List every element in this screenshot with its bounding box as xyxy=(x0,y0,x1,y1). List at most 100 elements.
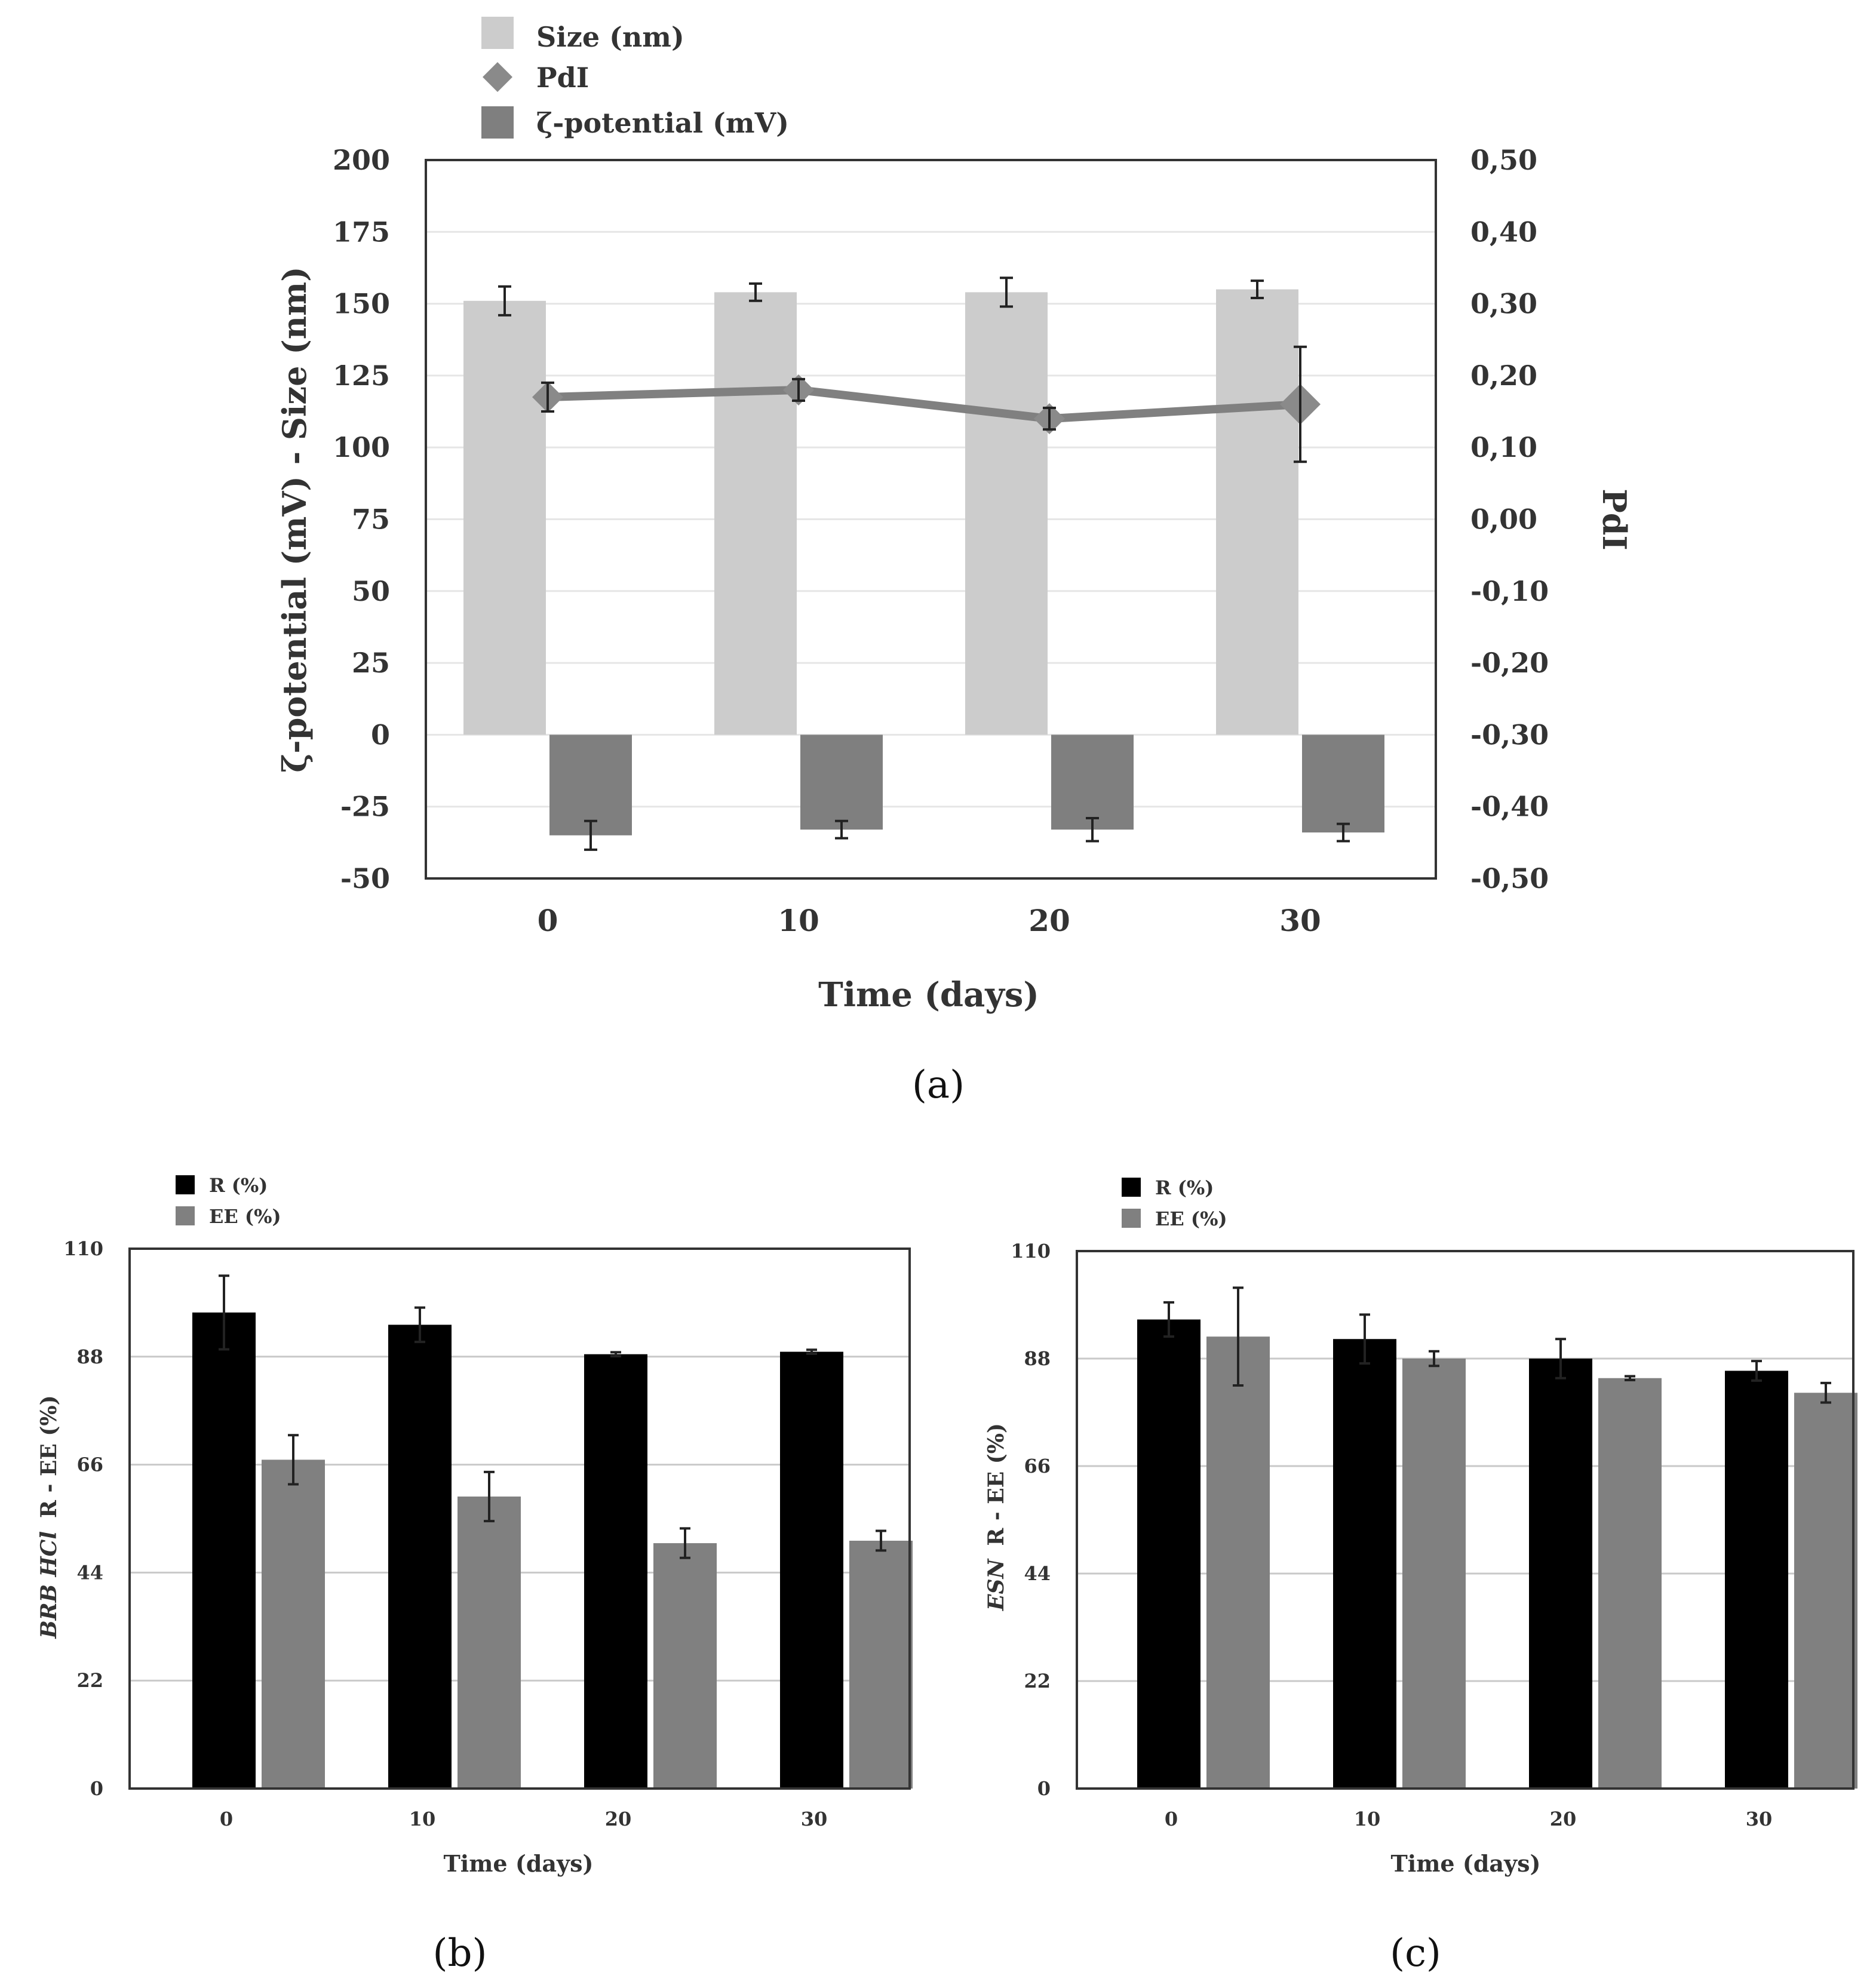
x-tick-c: 30 xyxy=(1746,1808,1773,1830)
legend-a-zeta-label: ζ-potential (mV) xyxy=(536,107,789,139)
plot-frame-b xyxy=(128,1248,911,1790)
size-bar xyxy=(463,300,546,735)
y-tick-left-a: 25 xyxy=(352,647,390,679)
r-bar-b xyxy=(388,1325,452,1789)
error-bars-c xyxy=(1163,1286,1831,1404)
legend-a-size-swatch xyxy=(481,17,514,49)
y-tick-left-a: 200 xyxy=(333,144,390,176)
x-tick-a: 10 xyxy=(778,903,819,938)
x-axis-title-a: Time (days) xyxy=(818,975,1039,1015)
r-error-bar-b xyxy=(806,1348,817,1355)
x-tick-b: 10 xyxy=(409,1808,436,1830)
legend-b-r-swatch xyxy=(176,1175,195,1194)
r-bar-b xyxy=(780,1351,843,1789)
y-axis-title-c: ESN R - EE (%) xyxy=(984,1423,1009,1611)
ee-error-bar-c xyxy=(1429,1350,1439,1368)
zeta-bars-a xyxy=(549,735,1384,835)
r-bar-b xyxy=(584,1354,647,1789)
y-tick-left-a: 50 xyxy=(352,575,390,607)
pdi-line xyxy=(547,385,1301,423)
y-axis-b: 110 88 66 44 22 0 xyxy=(63,1237,103,1800)
size-error-bar xyxy=(1251,279,1264,299)
gridlines-a xyxy=(426,231,1436,808)
legend-a-size-label: Size (nm) xyxy=(536,21,684,53)
y-tick-right-a: 0,00 xyxy=(1470,503,1537,536)
x-tick-c: 0 xyxy=(1165,1808,1178,1830)
y-axis-title-right-a: PdI xyxy=(1595,488,1634,551)
size-error-bar xyxy=(749,282,762,302)
ee-bar-b xyxy=(653,1543,717,1789)
y-tick-right-a: 0,10 xyxy=(1470,431,1537,463)
y-tick-right-a: -0,50 xyxy=(1470,862,1549,895)
legend-c-r-swatch xyxy=(1122,1178,1141,1197)
y-tick-right-a: 0,30 xyxy=(1470,288,1537,320)
y-tick-b: 0 xyxy=(90,1777,103,1800)
zeta-bar xyxy=(1302,735,1384,833)
y-tick-left-a: -25 xyxy=(340,791,390,823)
legend-b-ee-label: EE (%) xyxy=(209,1205,281,1228)
y-axis-title-b: BRB HCl R - EE (%) xyxy=(36,1395,62,1639)
x-axis-title-b: Time (days) xyxy=(444,1850,594,1877)
y-tick-right-a: -0,20 xyxy=(1470,647,1549,679)
y-tick-right-a: 0,40 xyxy=(1470,216,1537,248)
y-tick-c: 88 xyxy=(1024,1347,1051,1370)
ee-bar-b xyxy=(262,1459,325,1789)
y-tick-left-a: 100 xyxy=(333,431,390,463)
ee-error-bar-c xyxy=(1820,1381,1831,1404)
legend-b-ee-swatch xyxy=(176,1206,195,1225)
y-tick-b: 88 xyxy=(76,1345,103,1368)
y-tick-left-a: -50 xyxy=(340,862,390,895)
pdi-error-bar xyxy=(541,381,554,413)
legend-c: R (%) EE (%) xyxy=(1122,1176,1227,1230)
pdi-error-bar xyxy=(792,377,805,402)
y-tick-right-a: 0,50 xyxy=(1470,144,1537,176)
legend-c-ee-label: EE (%) xyxy=(1155,1207,1227,1230)
x-axis-b: 0 10 20 30 xyxy=(220,1808,827,1830)
zeta-bar xyxy=(800,735,883,830)
x-tick-b: 30 xyxy=(801,1808,828,1830)
y-tick-right-a: -0,10 xyxy=(1470,575,1549,607)
y-axis-title-c-italic: ESN xyxy=(984,1558,1009,1611)
zeta-error-bar xyxy=(835,819,848,840)
r-error-bar-b xyxy=(610,1351,621,1357)
size-bar xyxy=(965,292,1048,735)
x-tick-a: 20 xyxy=(1028,903,1070,938)
y-axis-title-c-rest: R - EE (%) xyxy=(984,1423,1009,1546)
legend-b-r-label: R (%) xyxy=(209,1174,268,1197)
r-error-bar-c xyxy=(1555,1338,1566,1379)
size-bar xyxy=(714,292,797,735)
pdi-error-bar xyxy=(1043,407,1056,431)
ee-bar-b xyxy=(849,1540,913,1789)
x-axis-a: 0 10 20 30 xyxy=(538,903,1321,938)
y-axis-right-a: 0,50 0,40 0,30 0,20 0,10 0,00 -0,10 -0,20 -0,30 -… xyxy=(1470,144,1549,895)
legend-c-r-label: R (%) xyxy=(1155,1176,1214,1199)
y-tick-b: 110 xyxy=(63,1237,103,1260)
legend-a: Size (nm) PdI ζ-potential (mV) xyxy=(481,17,789,139)
legend-a-zeta-swatch xyxy=(481,106,514,139)
zeta-error-bar xyxy=(1337,822,1350,843)
r-bar-c xyxy=(1725,1371,1788,1789)
r-error-bar-b xyxy=(414,1306,425,1344)
y-axis-left-a: 200 175 150 125 100 75 50 25 0 -25 -50 xyxy=(333,144,390,895)
ee-bar-c xyxy=(1598,1378,1662,1789)
pdi-error-bar xyxy=(1294,345,1307,463)
chart-a: Size (nm) PdI ζ-potential (mV) 200175150… xyxy=(275,17,1634,1107)
r-error-bar-b xyxy=(219,1274,229,1351)
plot-frame-a xyxy=(425,159,1437,880)
r-error-bar-c xyxy=(1163,1301,1174,1338)
x-axis-title-c: Time (days) xyxy=(1391,1850,1541,1877)
x-tick-c: 20 xyxy=(1550,1808,1577,1830)
y-tick-left-a: 150 xyxy=(333,288,390,320)
x-tick-a: 0 xyxy=(538,903,558,938)
x-tick-a: 30 xyxy=(1279,903,1321,938)
x-tick-b: 0 xyxy=(220,1808,233,1830)
panel-label-c: (c) xyxy=(1390,1931,1441,1975)
ee-bar-c xyxy=(1402,1359,1466,1789)
ee-bar-c xyxy=(1206,1336,1270,1789)
error-bars-a xyxy=(498,276,1350,851)
y-tick-c: 66 xyxy=(1024,1455,1051,1477)
y-axis-title-b-italic: BRB HCl xyxy=(36,1531,62,1639)
y-tick-right-a: -0,40 xyxy=(1470,791,1549,823)
legend-a-pdi-marker xyxy=(483,62,512,92)
